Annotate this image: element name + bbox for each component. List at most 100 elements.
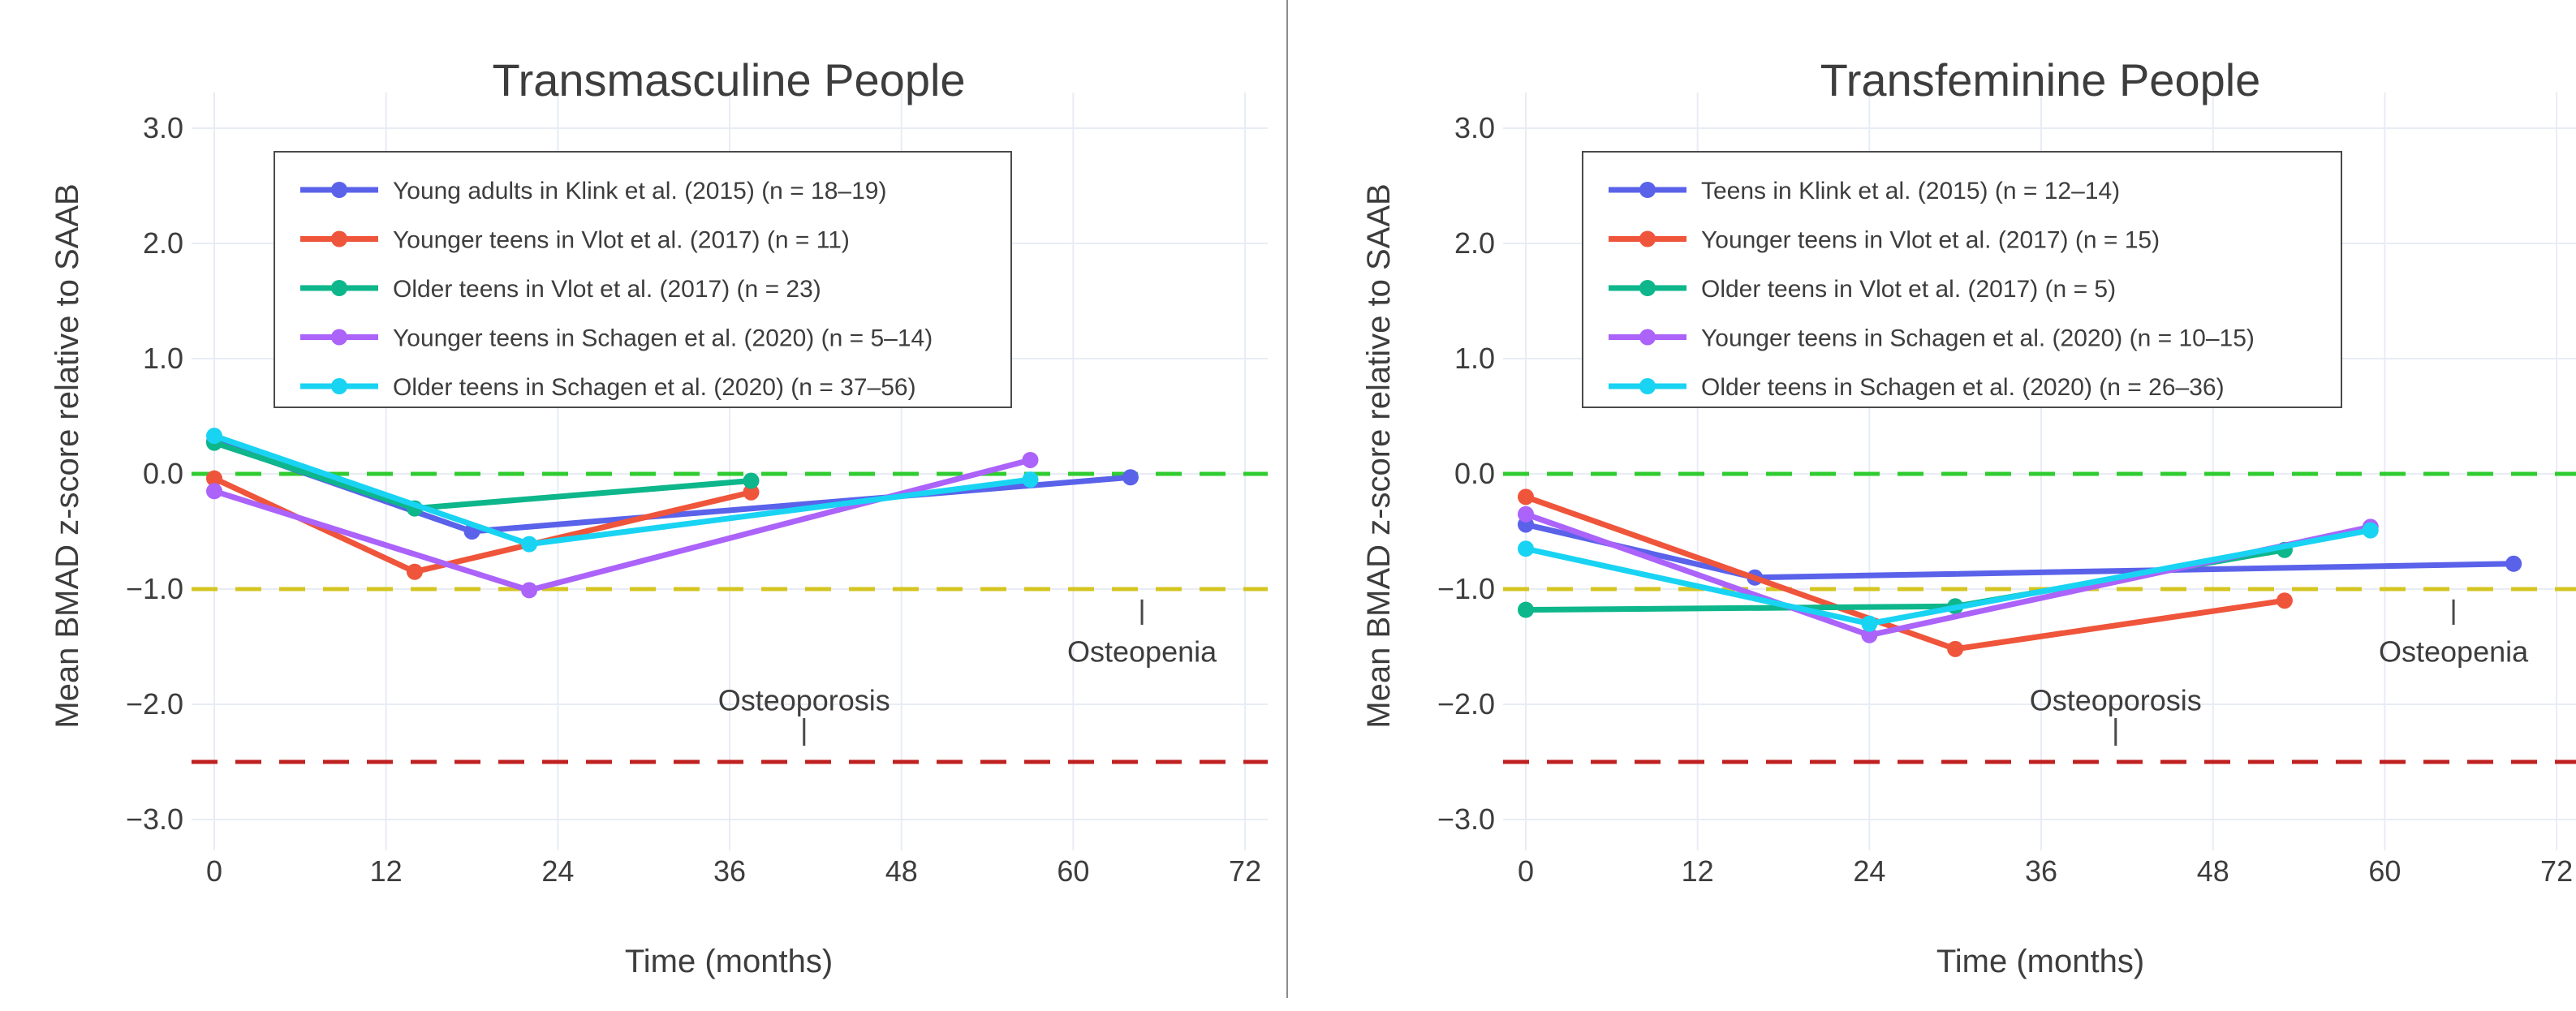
- x-axis-title: Time (months): [625, 944, 833, 979]
- y-tick-label: 0.0: [143, 457, 183, 490]
- legend-label: Teens in Klink et al. (2015) (n = 12–14): [1701, 178, 2120, 204]
- data-point-marker: [1947, 640, 1964, 657]
- y-tick-label: 3.0: [1454, 111, 1495, 144]
- legend-swatch-marker: [1639, 378, 1656, 394]
- data-point-marker: [1122, 469, 1139, 486]
- series-line: [1525, 547, 2285, 613]
- data-point-marker: [1861, 615, 1878, 632]
- chart-transmasculine: Osteoporosis Osteopenia 0 12 24 36 48 60 72 3.0 2.…: [32, 13, 1320, 1011]
- chart-title: Transfeminine People: [1820, 54, 2261, 105]
- x-axis-title: Time (months): [1936, 944, 2144, 979]
- series: [1518, 488, 2293, 657]
- data-point-marker: [2362, 522, 2379, 539]
- legend-label: Older teens in Schagen et al. (2020) (n …: [1701, 374, 2225, 401]
- annotation-osteopenia: Osteopenia: [1067, 635, 1217, 669]
- data-point-marker: [1022, 471, 1039, 488]
- legend-item[interactable]: Younger teens in Schagen et al. (2020) (…: [300, 325, 933, 352]
- plot-svg-transfeminine: Osteoporosis Osteopenia 0 12 24 36 48 60 72 3.0 2.…: [1361, 54, 2576, 979]
- legend: Teens in Klink et al. (2015) (n = 12–14)…: [1582, 151, 2342, 408]
- x-tick-label: 36: [2025, 854, 2057, 888]
- x-tick-label: 24: [541, 854, 574, 888]
- legend-swatch-marker: [331, 182, 347, 198]
- data-point-marker: [1518, 506, 1534, 523]
- legend-label: Young adults in Klink et al. (2015) (n =…: [393, 178, 886, 204]
- legend-swatch-marker: [1639, 329, 1656, 346]
- y-tick-label: −1.0: [126, 572, 183, 605]
- data-point-marker: [743, 472, 760, 489]
- legend-label: Older teens in Vlot et al. (2017) (n = 5…: [1701, 276, 2116, 303]
- legend: Young adults in Klink et al. (2015) (n =…: [274, 151, 1012, 408]
- x-tick-label: 0: [1518, 854, 1534, 888]
- y-tick-label: 3.0: [143, 111, 183, 144]
- data-point-marker: [1518, 601, 1534, 618]
- legend-label: Younger teens in Vlot et al. (2017) (n =…: [393, 227, 850, 254]
- x-tick-label: 60: [1057, 854, 1089, 888]
- x-tick-label: 12: [370, 854, 403, 888]
- data-point-marker: [1022, 451, 1039, 468]
- legend-swatch-marker: [331, 378, 347, 394]
- y-tick-label: −2.0: [1437, 687, 1495, 721]
- legend-item[interactable]: Young adults in Klink et al. (2015) (n =…: [300, 178, 886, 204]
- legend-label: Younger teens in Schagen et al. (2020) (…: [393, 325, 933, 352]
- y-axis-title: Mean BMAD z-score relative to SAAB: [1361, 183, 1397, 728]
- legend-label: Younger teens in Vlot et al. (2017) (n =…: [1701, 227, 2160, 254]
- legend-swatch-marker: [331, 230, 347, 247]
- legend-item[interactable]: Younger teens in Schagen et al. (2020) (…: [1609, 325, 2255, 352]
- legend-item[interactable]: Younger teens in Vlot et al. (2017) (n =…: [300, 227, 850, 254]
- annotation-osteopenia: Osteopenia: [2379, 635, 2529, 669]
- data-point-marker: [206, 470, 222, 487]
- data-point-marker: [2276, 592, 2293, 609]
- series: [206, 428, 1039, 553]
- data-point-marker: [1861, 626, 1878, 643]
- data-point-marker: [406, 563, 423, 580]
- y-tick-label: −2.0: [126, 687, 183, 721]
- y-tick-label: −3.0: [126, 802, 183, 836]
- data-point-marker: [206, 483, 222, 500]
- data-point-marker: [206, 428, 222, 445]
- legend-swatch-marker: [1639, 182, 1656, 198]
- legend-item[interactable]: Older teens in Vlot et al. (2017) (n = 5…: [1609, 276, 2116, 303]
- legend-box: [1582, 151, 2342, 408]
- legend-item[interactable]: Older teens in Schagen et al. (2020) (n …: [1609, 374, 2225, 401]
- legend-swatch-marker: [331, 329, 347, 346]
- data-point-marker: [521, 536, 538, 553]
- panel-divider: [1286, 0, 1288, 998]
- x-tick-label: 60: [2368, 854, 2401, 888]
- legend-item[interactable]: Younger teens in Vlot et al. (2017) (n =…: [1609, 227, 2160, 254]
- data-point-marker: [2505, 555, 2522, 572]
- y-tick-label: 0.0: [1454, 457, 1495, 490]
- x-tick-label: 24: [1853, 854, 1885, 888]
- y-axis-title: Mean BMAD z-score relative to SAAB: [50, 183, 85, 728]
- y-tick-label: 2.0: [1454, 226, 1495, 260]
- data-point-marker: [1518, 488, 1534, 506]
- data-point-marker: [521, 582, 538, 599]
- y-tick-label: −1.0: [1437, 572, 1495, 605]
- chart-transfeminine: Osteoporosis Osteopenia 0 12 24 36 48 60 72 3.0 2.…: [1320, 13, 2576, 1011]
- x-tick-label: 48: [2197, 854, 2229, 888]
- data-point-marker: [1518, 540, 1534, 557]
- x-tick-label: 72: [1229, 854, 1261, 888]
- x-tick-label: 12: [1682, 854, 1714, 888]
- legend-item[interactable]: Older teens in Schagen et al. (2020) (n …: [300, 374, 916, 401]
- legend-label: Younger teens in Schagen et al. (2020) (…: [1701, 325, 2255, 352]
- data-point-marker: [743, 484, 760, 501]
- x-tick-label: 48: [885, 854, 918, 888]
- legend-item[interactable]: Teens in Klink et al. (2015) (n = 12–14): [1609, 178, 2120, 204]
- x-tick-label: 36: [713, 854, 746, 888]
- legend-swatch-marker: [331, 280, 347, 296]
- annotation-osteoporosis: Osteoporosis: [2030, 683, 2202, 716]
- legend-item[interactable]: Older teens in Vlot et al. (2017) (n = 2…: [300, 276, 821, 303]
- legend-label: Older teens in Vlot et al. (2017) (n = 2…: [393, 276, 821, 303]
- y-tick-label: −3.0: [1437, 802, 1495, 836]
- y-tick-label: 1.0: [1454, 342, 1495, 375]
- x-tick-label: 72: [2540, 854, 2573, 888]
- legend-box: [274, 151, 1012, 408]
- y-tick-label: 2.0: [143, 226, 183, 260]
- y-tick-label: 1.0: [143, 342, 183, 375]
- legend-swatch-marker: [1639, 230, 1656, 247]
- legend-label: Older teens in Schagen et al. (2020) (n …: [393, 374, 916, 401]
- series: [1518, 522, 2379, 632]
- chart-title: Transmasculine People: [492, 54, 965, 105]
- annotation-osteoporosis: Osteoporosis: [718, 683, 890, 716]
- x-tick-label: 0: [206, 854, 222, 888]
